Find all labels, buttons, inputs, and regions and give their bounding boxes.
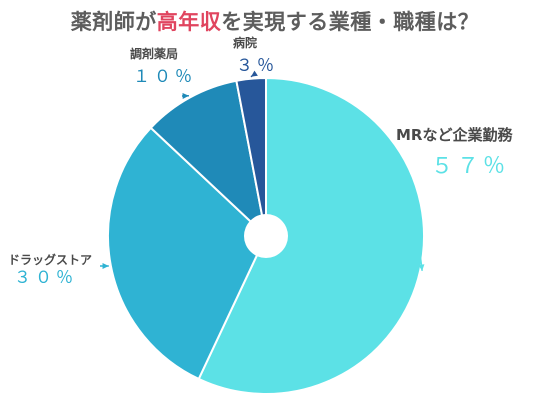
title-part-2: を実現する業種・職種は？	[221, 10, 480, 34]
pie-slice-1	[107, 126, 268, 381]
chart-title: 薬剤師が高年収を実現する業種・職種は？	[0, 6, 550, 36]
leader-arrow-0	[418, 264, 425, 271]
slice-label-2: 調剤薬局	[130, 46, 178, 61]
leader-arrow-1	[102, 262, 109, 270]
slice-value-3: ３％	[236, 56, 278, 76]
slice-value-1: ３０％	[14, 268, 77, 288]
leader-arrow-2	[182, 92, 189, 100]
pie-slice-0	[197, 76, 426, 395]
pie-slice-3	[235, 76, 267, 237]
slice-value-0: ５７％	[431, 154, 509, 179]
slice-label-3: 病院	[233, 35, 257, 50]
pie-slice-2	[149, 79, 268, 239]
leader-line-0	[410, 177, 423, 271]
donut-hole	[244, 214, 288, 258]
title-highlight: 高年収	[156, 10, 222, 34]
leader-arrow-3	[250, 70, 258, 77]
slice-label-0: MRなど企業勤務	[396, 126, 513, 144]
slice-value-2: １０％	[133, 67, 196, 87]
slice-label-1: ドラッグストア	[8, 252, 92, 267]
title-part-1: 薬剤師が	[70, 10, 157, 34]
